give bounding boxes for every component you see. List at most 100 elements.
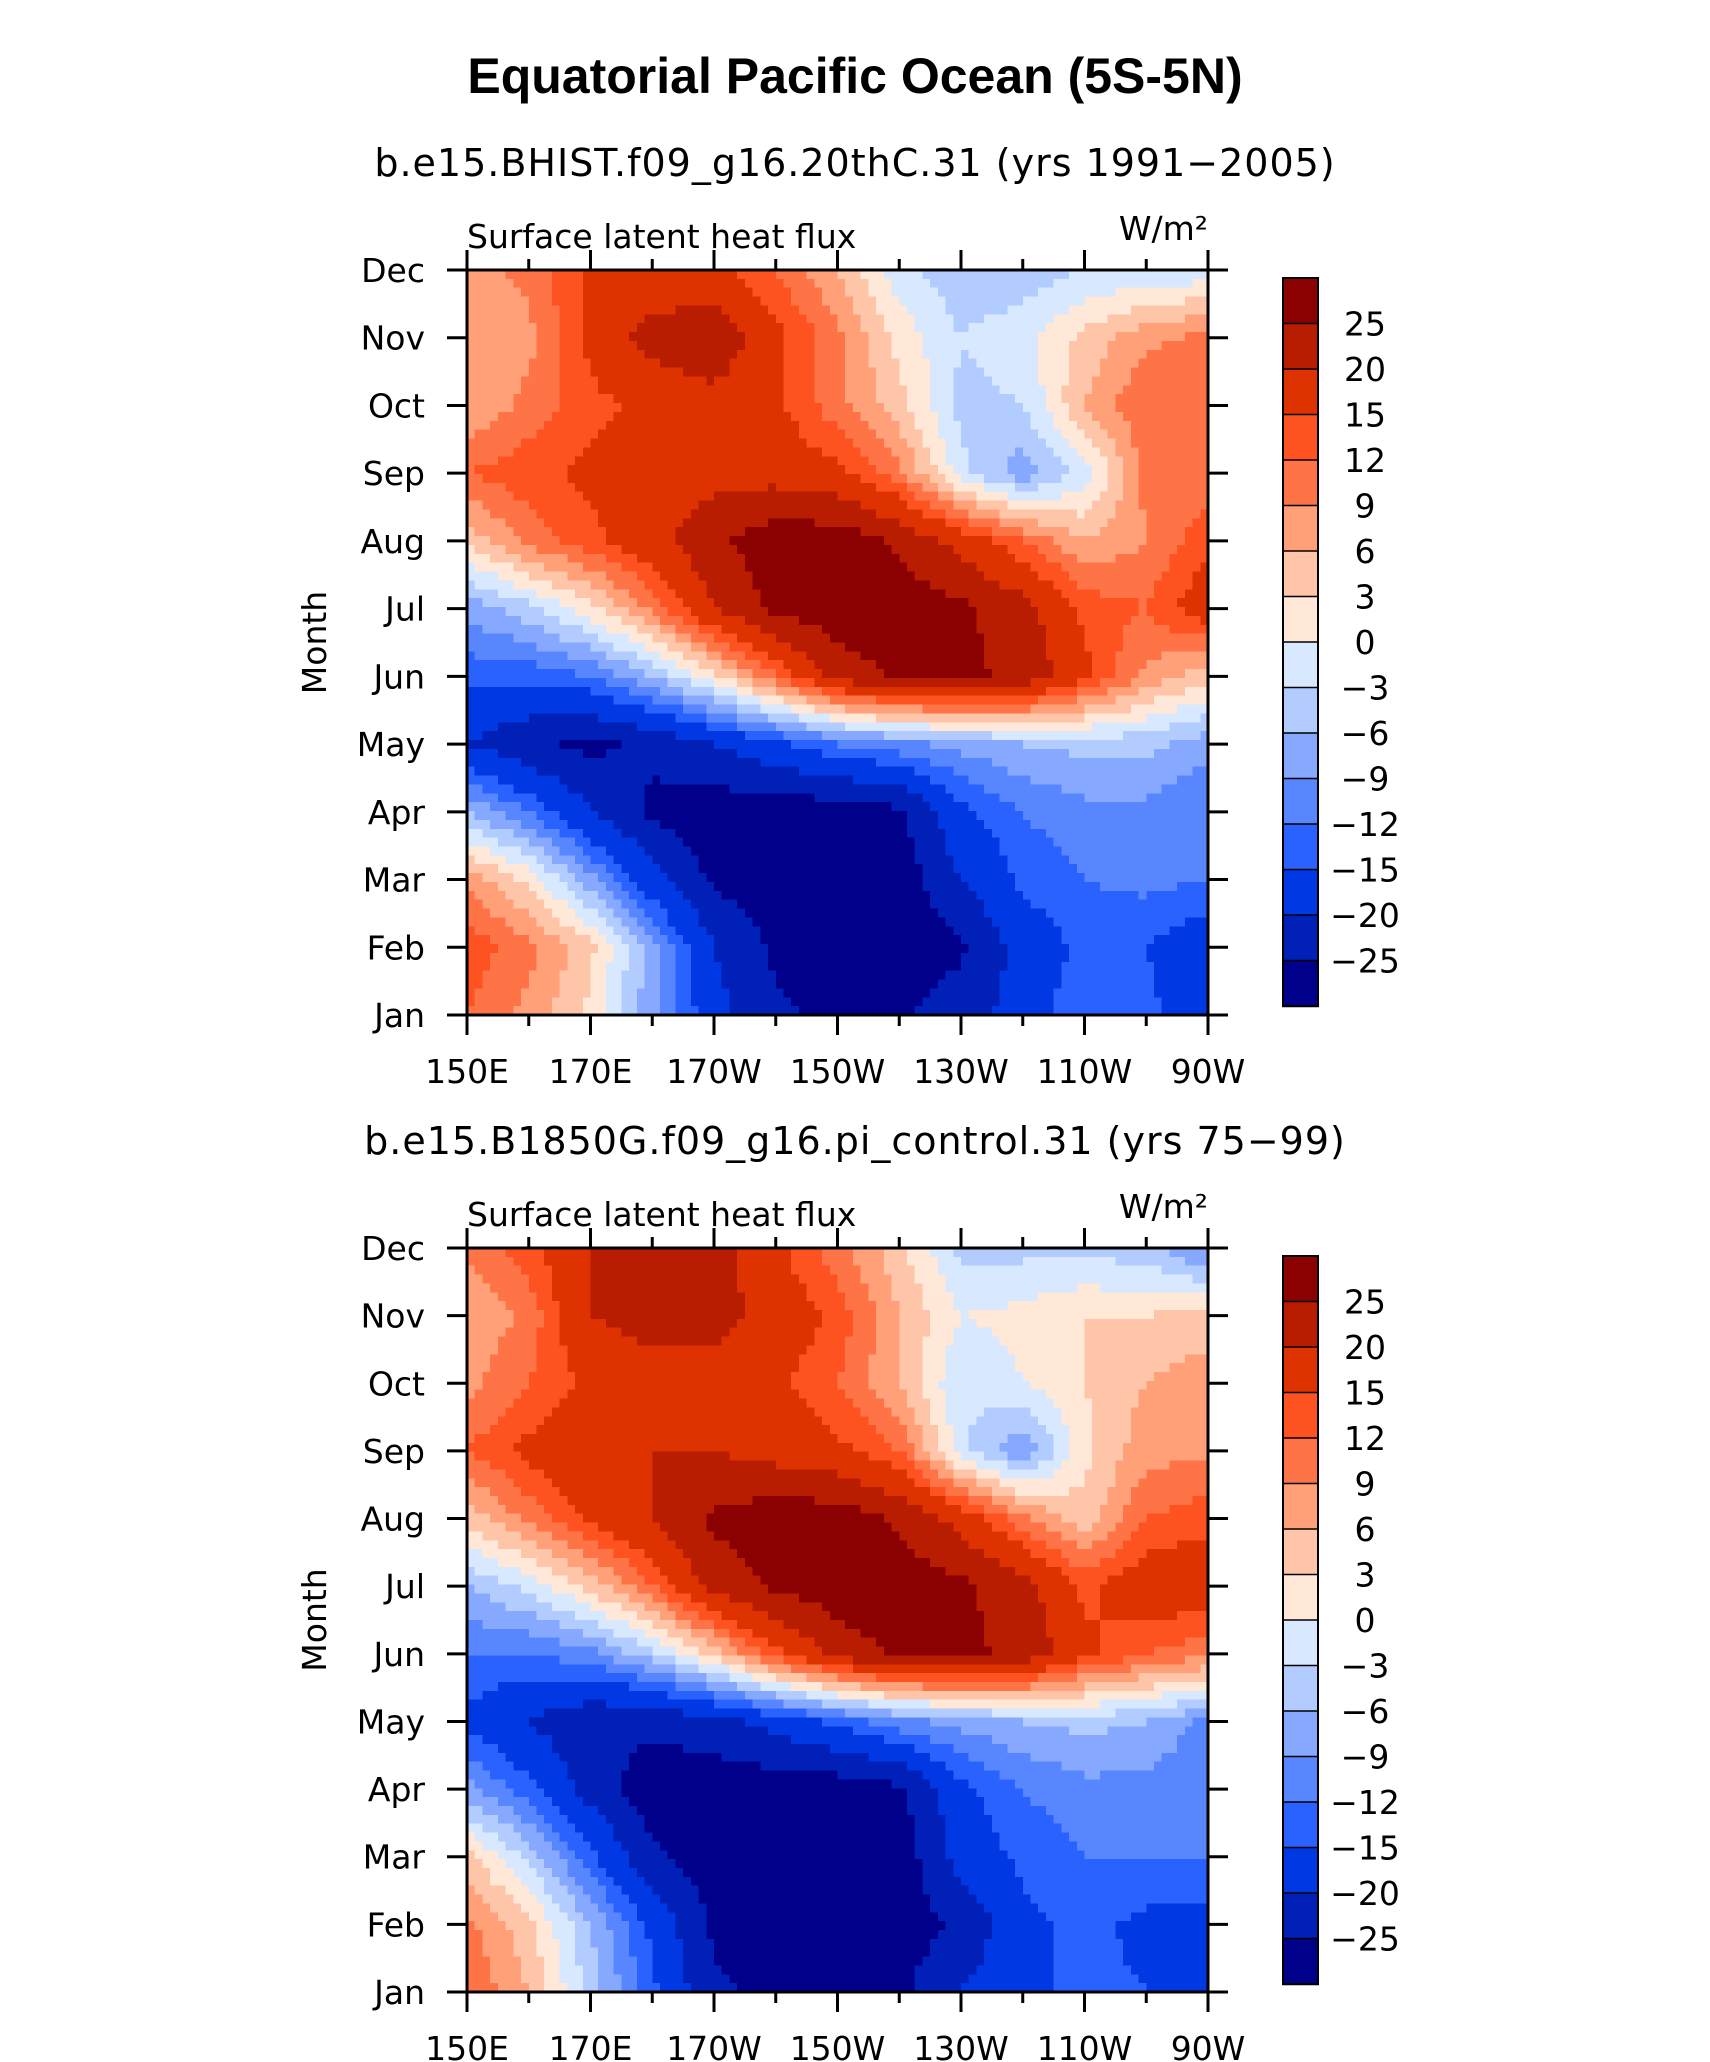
heatmap-cell [560,563,568,572]
heatmap-cell [953,572,961,581]
heatmap-cell [1030,713,1038,722]
heatmap-cell [714,359,722,368]
heatmap-cell [691,483,699,492]
heatmap-cell [946,297,954,306]
heatmap-cell [706,643,714,652]
heatmap-cell [1108,536,1116,545]
heatmap-cell [536,288,544,297]
heatmap-cell [861,607,869,616]
heatmap-cell [838,359,846,368]
heatmap-cell [598,616,606,625]
heatmap-cell [814,314,822,323]
heatmap-cell [621,483,629,492]
heatmap-cell [853,323,861,332]
heatmap-cell [984,323,992,332]
heatmap-cell [814,447,822,456]
heatmap-cell [899,483,907,492]
heatmap-cell [1046,607,1054,616]
heatmap-cell [1169,651,1177,660]
heatmap-cell [668,607,676,616]
heatmap-cell [1077,696,1085,705]
heatmap-cell [606,705,614,714]
heatmap-cell [660,545,668,554]
heatmap-cell [768,545,776,554]
heatmap-cell [807,545,815,554]
heatmap-cell [814,696,822,705]
heatmap-cell [899,474,907,483]
heatmap-cell [560,625,568,634]
heatmap-cell [1100,279,1108,288]
heatmap-cell [1177,376,1185,385]
heatmap-cell [536,509,544,518]
heatmap-cell [992,350,1000,359]
heatmap-cell [853,643,861,652]
heatmap-cell [536,625,544,634]
heatmap-cell [729,705,737,714]
heatmap-cell [791,430,799,439]
heatmap-cell [768,589,776,598]
heatmap-cell [722,314,730,323]
heatmap-cell [529,722,537,731]
heatmap-cell [498,509,506,518]
heatmap-cell [884,625,892,634]
heatmap-cell [876,536,884,545]
heatmap-cell [1092,394,1100,403]
heatmap-cell [753,696,761,705]
heatmap-cell [1069,288,1077,297]
heatmap-cell [575,625,583,634]
heatmap-cell [552,696,560,705]
heatmap-cell [838,474,846,483]
heatmap-cell [1007,465,1015,474]
heatmap-cell [1131,359,1139,368]
heatmap-cell [1038,572,1046,581]
heatmap-cell [745,580,753,589]
heatmap-cell [691,589,699,598]
heatmap-cell [567,297,575,306]
heatmap-cell [699,607,707,616]
heatmap-cell [753,288,761,297]
heatmap-cell [552,660,560,669]
heatmap-cell [706,678,714,687]
heatmap-cell [1115,634,1123,643]
heatmap-cell [1115,545,1123,554]
heatmap-cell [482,501,490,510]
heatmap-cell [560,447,568,456]
heatmap-cell [513,580,521,589]
heatmap-cell [822,509,830,518]
heatmap-cell [1054,305,1062,314]
heatmap-cell [521,359,529,368]
heatmap-cell [1000,634,1008,643]
heatmap-cell [1015,651,1023,660]
heatmap-cell [845,492,853,501]
heatmap-cell [536,651,544,660]
heatmap-cell [660,376,668,385]
heatmap-cell [768,501,776,510]
heatmap-cell [899,527,907,536]
heatmap-cell [1092,501,1100,510]
heatmap-cell [1069,580,1077,589]
heatmap-cell [691,430,699,439]
heatmap-cell [729,545,737,554]
heatmap-cell [668,651,676,660]
heatmap-cell [1092,341,1100,350]
heatmap-cell [675,447,683,456]
heatmap-cell [498,598,506,607]
heatmap-cell [814,305,822,314]
heatmap-cell [714,332,722,341]
heatmap-cell [668,474,676,483]
heatmap-cell [1193,332,1201,341]
heatmap-cell [1046,651,1054,660]
heatmap-cell [490,713,498,722]
heatmap-cell [560,439,568,448]
heatmap-cell [922,678,930,687]
heatmap-cell [1085,660,1093,669]
heatmap-cell [1015,713,1023,722]
heatmap-cell [822,385,830,394]
heatmap-cell [1038,554,1046,563]
heatmap-cell [675,634,683,643]
heatmap-cell [637,483,645,492]
heatmap-cell [645,412,653,421]
heatmap-cell [938,394,946,403]
heatmap-cell [1108,305,1116,314]
heatmap-cell [1023,297,1031,306]
